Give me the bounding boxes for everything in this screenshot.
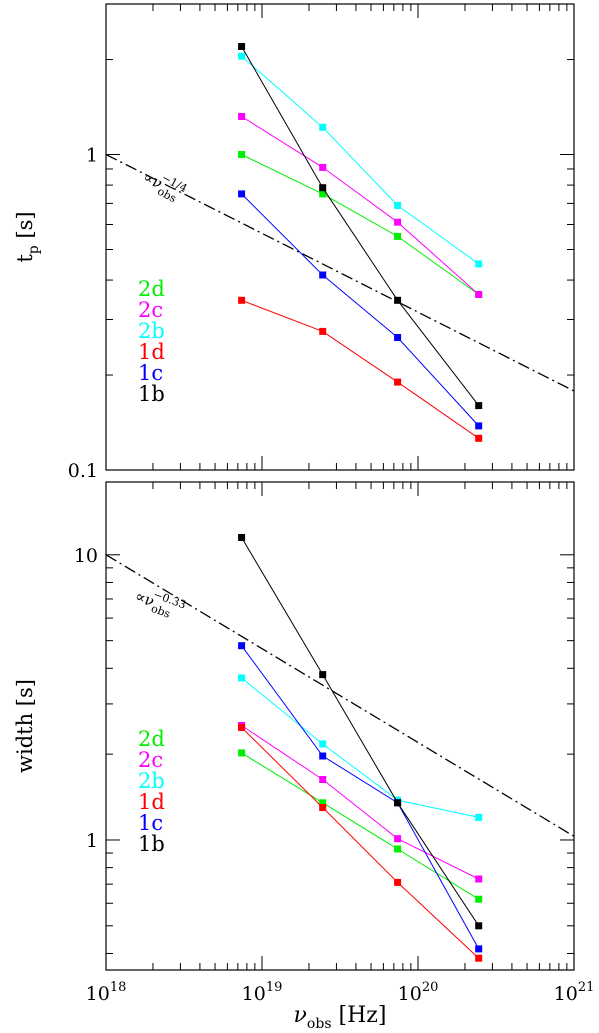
bottom-point-1b [475,922,483,930]
bottom-point-1d [475,954,483,962]
top-point-1c [394,334,402,341]
top-point-2b [394,201,402,209]
bottom-legend-1c: 1c [138,811,163,835]
bottom-point-1c [319,752,327,760]
bottom-plot-frame [105,481,575,971]
bottom-point-1c [238,642,246,650]
top-legend-2b: 2b [138,319,165,343]
top-series-line-2b [241,55,479,265]
top-point-1c [319,271,327,279]
bottom-point-1b [394,799,402,807]
bottom-point-1b [238,534,246,541]
bottom-legend-2b: 2b [138,769,165,793]
bottom-point-1d [319,804,327,811]
x-axis-label: νobs [Hz] [294,1003,387,1032]
top-point-2d [319,190,327,198]
bottom-panel-width: 1 10 1018 1019 1020 1021 ∝νobs−0.33 2d2c2b1d1c1… [13,481,595,1032]
top-y-tick-label: 1 [86,145,98,167]
x-tick-label: 1020 [398,980,439,1005]
top-point-2c [394,218,402,226]
top-point-1d [475,434,483,442]
bottom-point-2d [394,845,402,853]
top-point-1b [475,402,483,410]
top-series-line-2d [241,154,479,295]
bottom-series-line-2d [241,752,479,900]
top-series-line-2c [241,116,480,295]
bottom-point-1b [319,671,327,679]
bottom-legend-1b: 1b [138,832,165,856]
bottom-reference-line [105,554,575,837]
bottom-point-2c [394,835,402,843]
top-point-2b [238,52,246,60]
bottom-y-tick-label: 10 [74,545,98,567]
bottom-point-1c [475,945,483,953]
top-y-tick-label: 0.1 [68,460,98,482]
top-series-line-1d [241,299,479,439]
top-point-1c [475,422,483,430]
top-series-line-1b [241,46,480,406]
top-point-1d [238,296,246,304]
bottom-series-line-1c [241,645,480,950]
top-point-2c [319,163,327,171]
top-point-1b [394,296,402,304]
bottom-series-line-1d [241,727,480,959]
bottom-point-2d [238,749,246,757]
bottom-series-line-1b [241,537,480,927]
bottom-series-line-2b [241,677,479,818]
top-point-1d [319,327,327,335]
top-legend-2d: 2d [138,277,165,301]
top-point-2d [238,151,246,158]
top-point-2c [475,291,483,298]
top-point-2b [319,123,327,131]
top-series-line-1c [241,193,480,427]
top-legend-1b: 1b [138,382,165,406]
top-plot-frame [105,3,575,471]
bottom-y-axis-label: width [s] [13,679,37,773]
x-tick-label: 1019 [242,980,283,1005]
bottom-y-tick-label: 1 [86,830,98,852]
top-point-2c [238,113,246,120]
top-legend-1d: 1d [138,340,165,364]
x-tick-label: 1018 [86,980,127,1005]
bottom-series-line-2c [241,725,479,880]
bottom-point-2d [475,895,483,903]
bottom-point-1d [394,878,402,886]
top-point-1b [238,43,246,50]
bottom-point-2c [319,776,327,783]
top-point-1d [394,378,402,386]
bottom-reference-label: ∝νobs−0.33 [131,582,188,625]
top-point-2d [394,232,402,240]
top-legend-2c: 2c [138,298,163,322]
top-y-axis-label: tp [s] [13,211,42,262]
top-point-2b [475,260,483,268]
top-reference-label: ∝νobs−1/4 [138,163,189,207]
top-point-1c [238,190,246,198]
bottom-point-2d [319,799,327,807]
bottom-legend-2c: 2c [138,748,163,772]
bottom-legend-2d: 2d [138,727,165,751]
x-tick-label: 1021 [554,980,595,1005]
bottom-point-2b [238,674,246,682]
bottom-point-2c [475,875,483,883]
top-point-1b [319,184,327,192]
bottom-legend-1d: 1d [138,790,165,814]
bottom-point-2b [319,740,327,748]
bottom-point-1d [238,724,246,731]
bottom-point-2b [475,813,483,821]
top-legend-1c: 1c [138,361,163,385]
